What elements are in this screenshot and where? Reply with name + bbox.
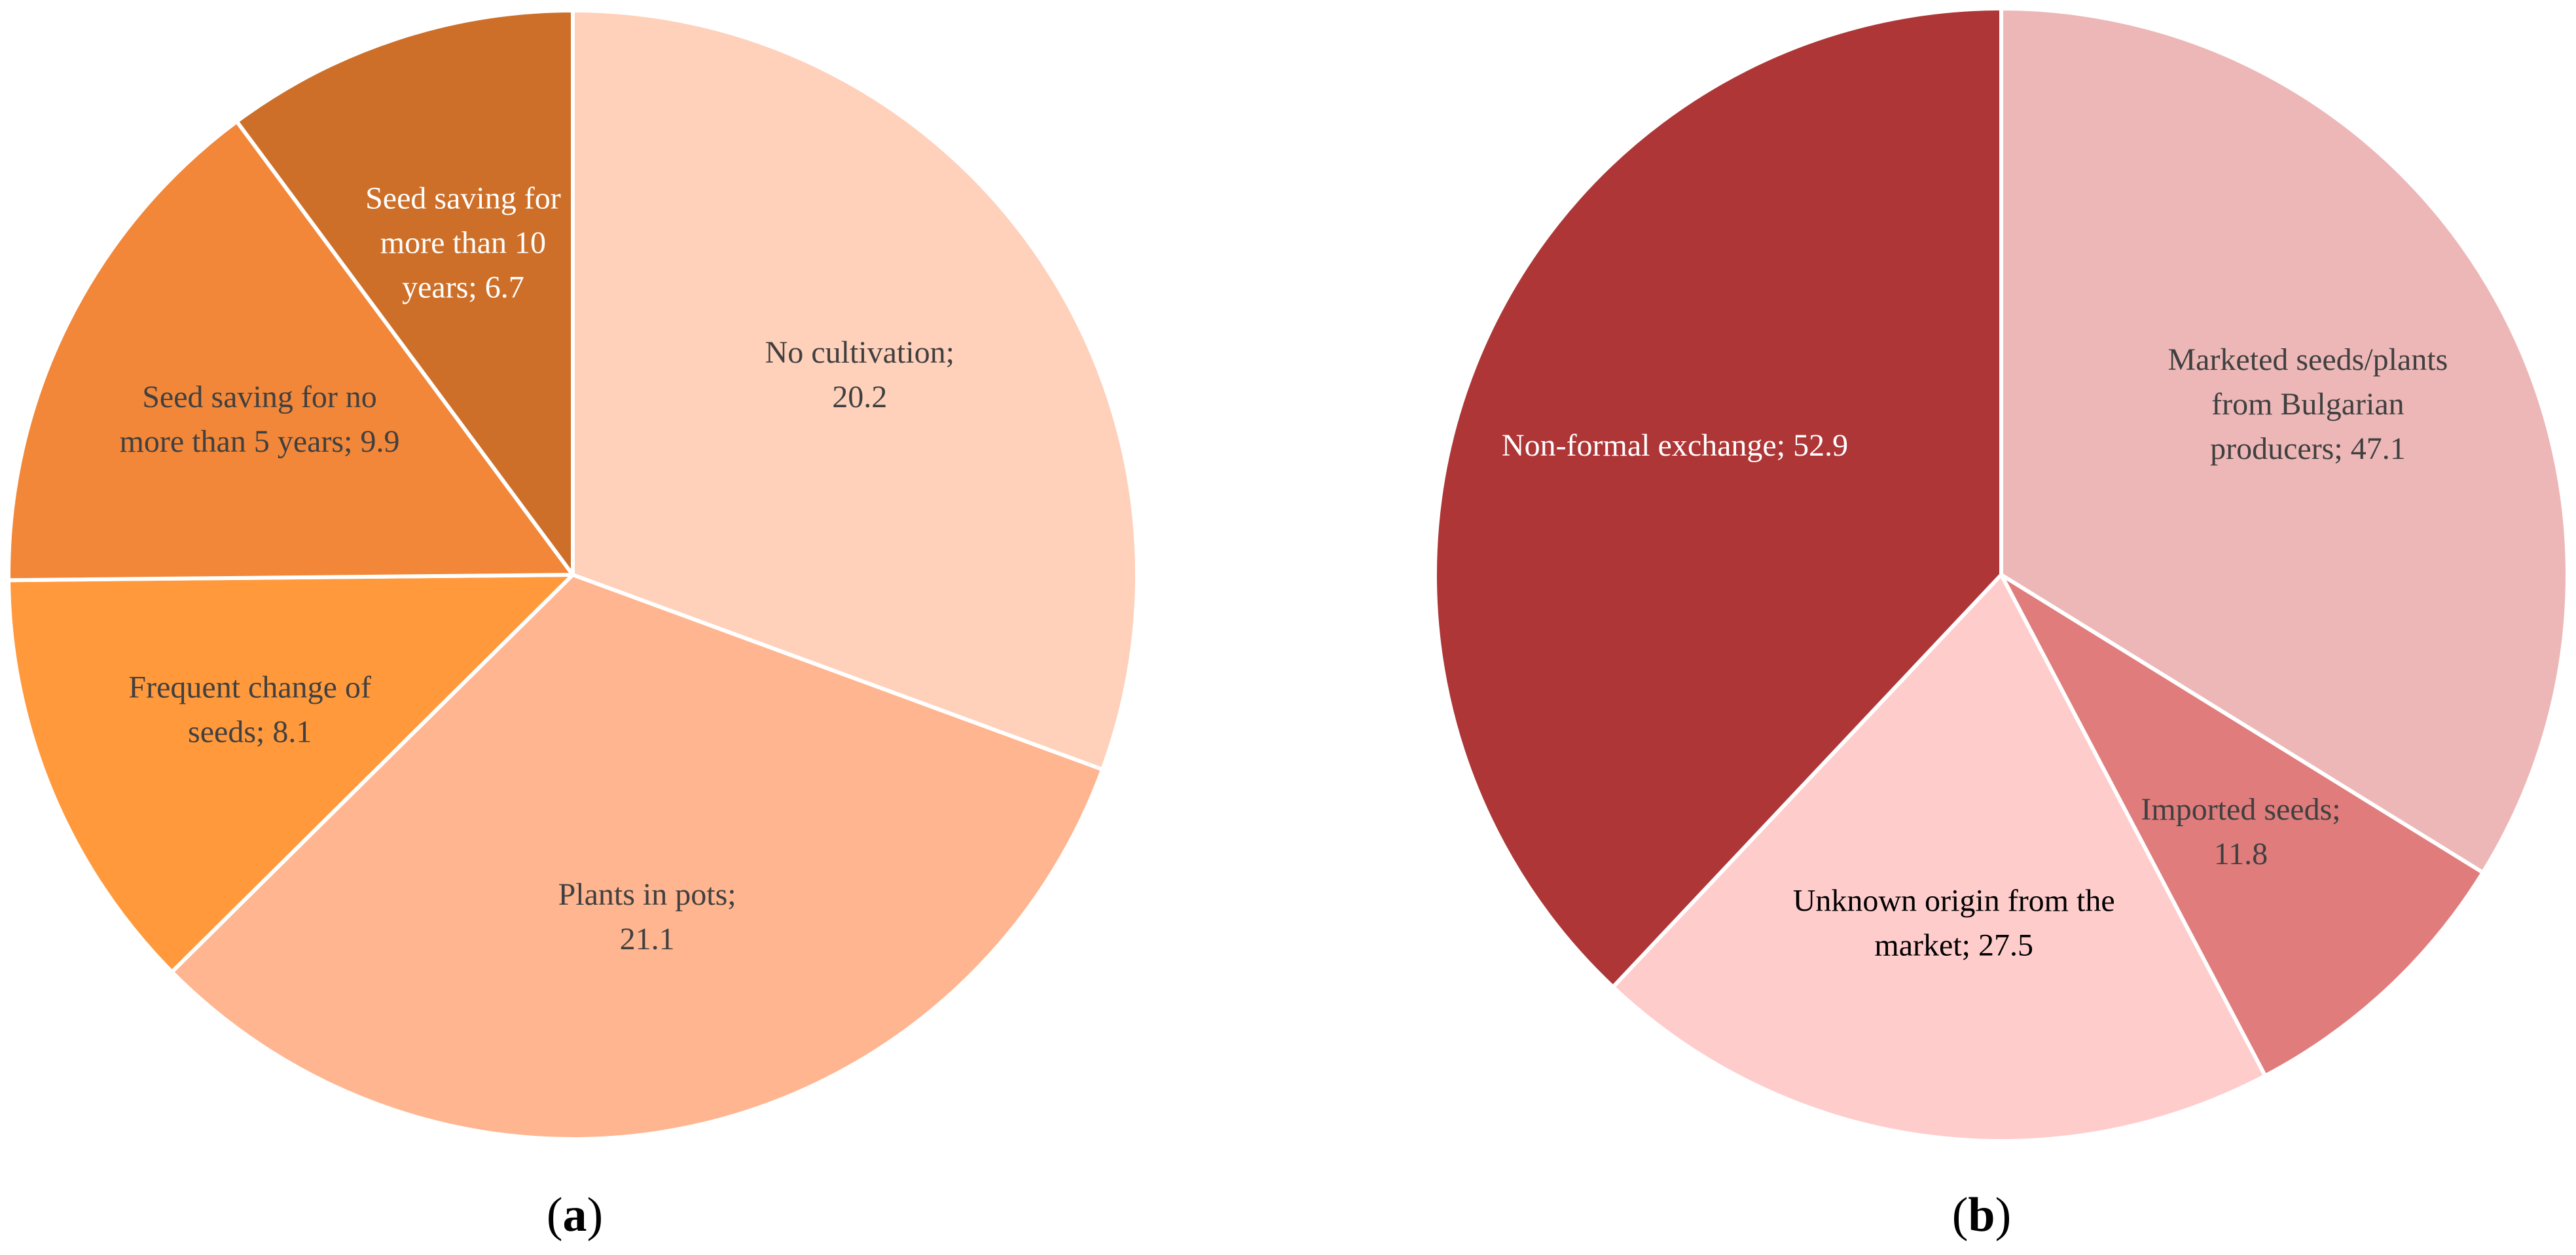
pie-b-slice-1 <box>1999 573 2485 1078</box>
pie-b-slice-3-label-line-0: Non-formal exchange; 52.9 <box>1502 428 1848 463</box>
pie-b-slice-2-label: Unknown origin from the market; 27.5 <box>1793 883 2115 962</box>
pie-a-slice-2-label-line-1: seeds; 8.1 <box>188 715 312 750</box>
pie-b-slice-2-label-line-1: market; 27.5 <box>1874 928 2033 962</box>
pie-b-slice-2-label-line-0: Unknown origin from the <box>1793 883 2115 918</box>
pie-a-slice-2-label-line-0: Frequent change of <box>128 670 371 705</box>
pie-a-slice-3 <box>7 119 575 583</box>
pie-b-slice-1-label-line-1: 11.8 <box>2214 837 2268 871</box>
pie-b-slice-0-label-line-0: Marketed seeds/plants <box>2168 342 2448 377</box>
pie-a-slice-1-label: Plants in pots; 21.1 <box>558 877 736 956</box>
pie-a-slice-0-label: No cultivation; 20.2 <box>765 335 954 414</box>
pie-a-slice-3-label-line-0: Seed saving for no <box>142 380 377 414</box>
pie-a-slice-2-label: Frequent change of seeds; 8.1 <box>128 670 371 750</box>
pie-b-slice-0-label-line-1: from Bulgarian <box>2211 387 2404 422</box>
pie-a-slice-2 <box>7 573 575 974</box>
pie-b-slice-3 <box>1432 7 2003 989</box>
pie-a-slice-1-label-line-1: 21.1 <box>620 922 675 956</box>
panel-caption-b: (b) <box>1952 1188 2011 1242</box>
pie-b-slice-3-label: Non-formal exchange; 52.9 <box>1502 428 1848 463</box>
pie-a-slice-3-label: Seed saving for no more than 5 years; 9.9 <box>120 380 400 459</box>
pie-a-slice-0-label-line-1: 20.2 <box>832 380 887 414</box>
pie-a-slice-4 <box>234 9 575 577</box>
panel-label-a: a <box>563 1188 587 1242</box>
pie-chart-a: No cultivation; 20.2 Plants in pots; 21.1 Fr… <box>7 9 1139 1142</box>
pie-b-slice-0-label: Marketed seeds/plants from Bulgarian produ… <box>2168 342 2448 466</box>
pie-a-slice-4-label-line-0: Seed saving for <box>365 181 561 216</box>
pie-b-slice-0 <box>1999 7 2569 875</box>
pie-b-slice-2 <box>1610 573 2268 1143</box>
pie-a-slice-0 <box>571 9 1139 772</box>
pie-chart-b: Marketed seeds/plants from Bulgarian produ… <box>1432 7 2569 1143</box>
pie-a-slice-1 <box>170 573 1105 1142</box>
pie-a-slice-4-label: Seed saving for more than 10 years; 6.7 <box>365 181 561 305</box>
pie-b-slice-1-label: Imported seeds; 11.8 <box>2141 792 2340 871</box>
pie-b-slice-0-label-line-2: producers; 47.1 <box>2210 431 2406 466</box>
panel-caption-a: (a) <box>547 1188 603 1242</box>
pie-b-slice-1-label-line-0: Imported seeds; <box>2141 792 2340 827</box>
pie-a-slice-3-label-line-1: more than 5 years; 9.9 <box>120 424 400 459</box>
pie-a-slice-1-label-line-0: Plants in pots; <box>558 877 736 912</box>
panel-label-b: b <box>1968 1188 1995 1242</box>
pie-a-slice-0-label-line-0: No cultivation; <box>765 335 954 370</box>
pie-a-slice-4-label-line-2: years; 6.7 <box>402 270 524 305</box>
pie-a-slice-4-label-line-1: more than 10 <box>380 226 546 261</box>
